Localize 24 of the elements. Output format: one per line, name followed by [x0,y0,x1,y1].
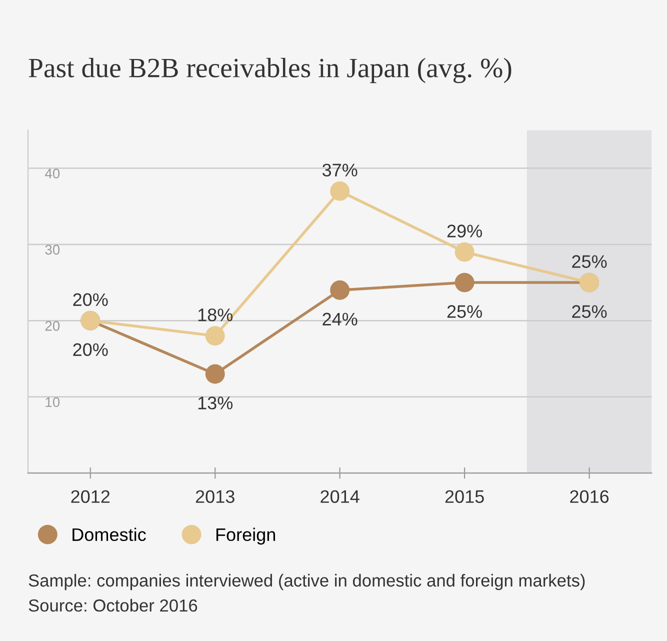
source-note: Source: October 2016 [28,598,198,612]
y-tick-label: 40 [45,168,60,178]
data-label: 18% [198,308,233,322]
data-label: 13% [198,396,233,410]
x-tick-label: 2016 [570,490,609,503]
chart-title: Past due B2B receivables in Japan (avg. %) [28,58,512,84]
y-tick-label: 20 [45,321,60,331]
x-tick-label: 2013 [196,490,234,503]
data-label: 29% [447,224,482,238]
data-label: 24% [322,312,358,326]
text: Sample: companies interviewed (active in domestic and foreign markets) [28,574,585,590]
legend-label: Domestic [72,528,146,542]
data-label: 25% [447,305,482,318]
data-label: 25% [572,305,607,318]
x-tick-label: 2012 [71,490,110,503]
y-tick-label: 30 [45,244,60,255]
data-label: 20% [73,293,108,306]
y-tick-label: 10 [46,397,60,408]
legend-label: Foreign [216,528,276,545]
data-label: 25% [572,255,607,268]
data-label: 37% [322,164,358,176]
data-label: 20% [73,343,108,356]
x-tick-label: 2015 [445,490,484,503]
x-tick-label: 2014 [320,490,360,503]
